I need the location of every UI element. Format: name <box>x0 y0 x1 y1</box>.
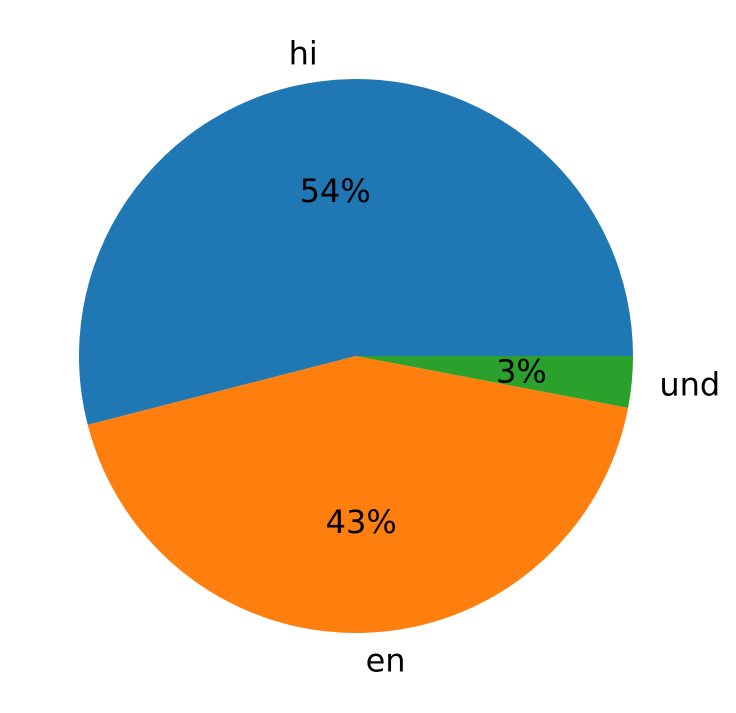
slice-label-en: en <box>366 642 406 680</box>
pct-label-hi: 54% <box>300 172 371 210</box>
pie-slice-hi <box>78 79 634 425</box>
slice-label-und: und <box>659 366 720 404</box>
pie-slice-en <box>87 356 629 633</box>
labels-layer: hi 54% en 43% und 3% <box>289 35 721 680</box>
pie-slice-und <box>356 356 633 408</box>
slices-layer <box>78 79 634 633</box>
slice-label-hi: hi <box>289 35 318 73</box>
pct-label-en: 43% <box>326 503 397 541</box>
pct-label-und: 3% <box>496 353 547 391</box>
